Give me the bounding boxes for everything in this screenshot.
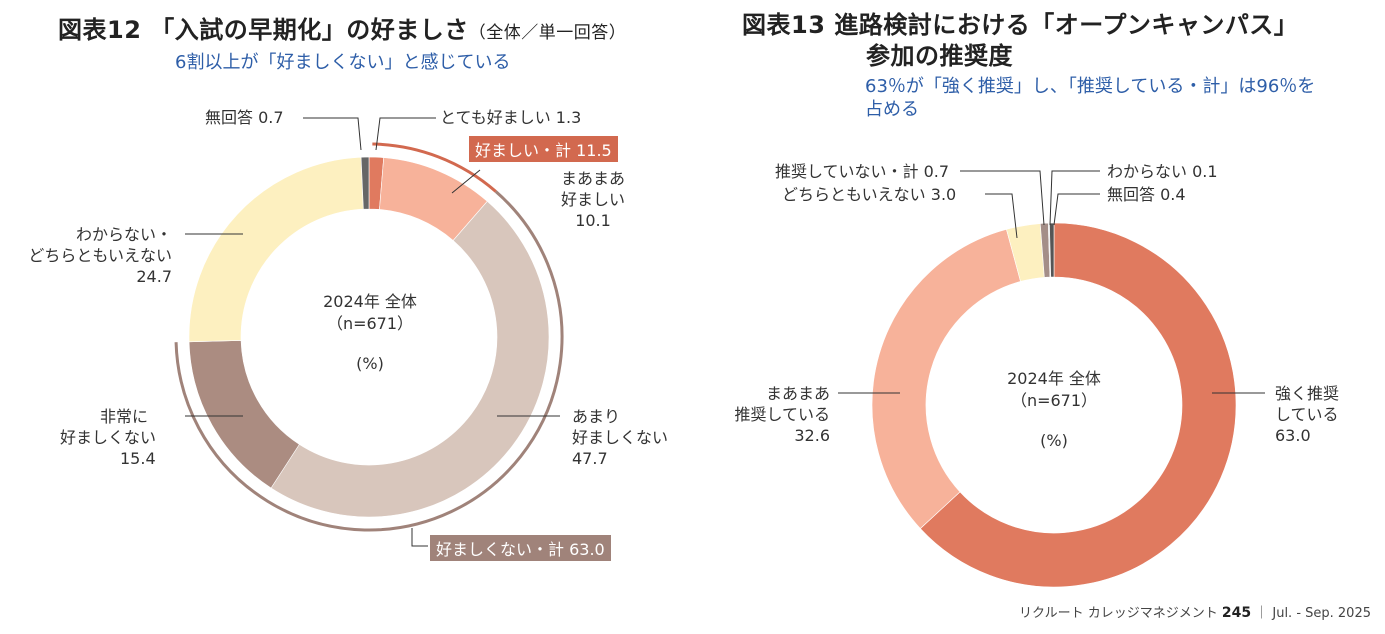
fig13-subtitle-line1: 63％が「強く推奨」し、「推奨している・計」は96％を [865, 76, 1316, 97]
fig13-center-line3: (%) [1040, 431, 1068, 450]
fig12-label-very-bad-l2: 好ましくない [60, 428, 157, 447]
fig12-center-line1: 2024年 全体 [323, 292, 417, 311]
fig12-leader-noans [303, 117, 362, 151]
fig12-group-arc-good [372, 142, 497, 193]
footer-page-number: 245 [1221, 605, 1252, 621]
fig12-tag-good-total: 好ましい・計 11.5 [469, 136, 618, 162]
fig12-label-somewhat-good-l2: 好ましい [560, 190, 625, 209]
fig12-label-unknown-l3: 24.7 [136, 267, 172, 286]
fig13-center-line2: （n=671） [1010, 391, 1098, 410]
fig13-title: 図表13 進路検討における「オープンキャンパス」 参加の推奨度 [742, 10, 1298, 72]
fig12-slice-3 [270, 200, 550, 518]
fig12-label-not-very-l2: 好ましくない [572, 428, 669, 447]
fig12-label-very-bad-l3: 15.4 [120, 449, 156, 468]
fig13-label-not-rec: 推奨していない・計 0.7 [775, 162, 950, 181]
fig13-leader-not-rec [960, 170, 1045, 226]
fig12-label-very-bad-l1: 非常に [100, 407, 149, 426]
fig13-label-somewhat-l1: まあまあ [765, 384, 830, 403]
fig13-label-somewhat-l3: 32.6 [794, 426, 830, 445]
fig13-label-strong-l1: 強く推奨 [1275, 384, 1340, 403]
fig12-leader-somewhat-good [451, 169, 481, 194]
fig13-title-line2: 参加の推奨度 [866, 42, 1013, 70]
fig12-leader-lines [185, 117, 560, 547]
fig13-subtitle-line2: 占める [865, 99, 919, 120]
fig13-subtitle: 63％が「強く推奨」し、「推奨している・計」は96％を 占める [865, 75, 1315, 121]
fig12-leader-bad-tag [411, 528, 428, 547]
fig13-title-line1: 図表13 進路検討における「オープンキャンパス」 [742, 11, 1299, 39]
fig12-subtitle: 6割以上が「好ましくない」と感じている [175, 52, 511, 73]
fig13-leader-noans [1053, 193, 1100, 226]
fig12-label-not-very-l1: あまり [572, 407, 621, 426]
fig13-label-noans: 無回答 0.4 [1107, 185, 1186, 204]
footer-issue: ｜ Jul. - Sep. 2025 [1255, 606, 1371, 621]
fig13-label-somewhat-l2: 推奨している [734, 405, 830, 424]
fig13-center-line1: 2024年 全体 [1007, 369, 1101, 388]
fig13-slice-1 [919, 222, 1237, 588]
fig13-leader-neutral [985, 193, 1018, 239]
fig12-label-unknown-l1: わからない・ [75, 225, 172, 244]
fig13-label-dontknow: わからない 0.1 [1107, 162, 1218, 181]
fig12-label-very-bad: 非常に 好ましくない 15.4 [60, 406, 180, 469]
fig12-label-unknown-l2: どちらともいえない [28, 246, 172, 265]
fig12-group-arc-bad [174, 190, 564, 532]
fig12-label-very-good: とても好ましい 1.3 [440, 108, 582, 127]
fig12-label-somewhat-good-l1: まあまあ [560, 169, 625, 188]
fig12-center-line2: （n=671） [326, 314, 414, 333]
fig12-center-line3: (%) [356, 354, 384, 373]
fig13-slice-2 [871, 228, 1021, 529]
fig12-title-main: 図表12 「入試の早期化」の好ましさ [58, 16, 469, 44]
fig12-title: 図表12 「入試の早期化」の好ましさ（全体／単一回答） [58, 10, 626, 45]
fig13-leader-lines [838, 170, 1265, 394]
fig13-leader-dontknow [1049, 170, 1100, 226]
footer-publication: リクルート カレッジマネジメント [1018, 606, 1218, 621]
fig13-label-strong-l2: している [1275, 405, 1339, 424]
fig12-label-not-very-l3: 47.7 [572, 449, 608, 468]
fig12-label-noans: 無回答 0.7 [205, 108, 284, 127]
fig12-label-unknown: わからない・ どちらともいえない 24.7 [0, 224, 172, 287]
fig12-center-label: 2024年 全体 （n=671） (%) [270, 291, 470, 375]
fig13-label-strong-l3: 63.0 [1275, 426, 1311, 445]
fig12-label-somewhat-good: まあまあ 好ましい 10.1 [560, 168, 626, 231]
fig13-center-label: 2024年 全体 （n=671） (%) [954, 368, 1154, 452]
fig12-tag-bad-total: 好ましくない・計 63.0 [430, 535, 611, 561]
fig13-slice-6 [1049, 222, 1055, 278]
fig13-label-neutral: どちらともいえない 3.0 [782, 185, 957, 204]
fig13-label-strong: 強く推奨 している 63.0 [1275, 383, 1365, 446]
fig12-title-note: （全体／単一回答） [468, 23, 627, 43]
fig12-slice-6 [360, 156, 370, 210]
fig12-label-somewhat-good-l3: 10.1 [575, 211, 611, 230]
page-footer: リクルート カレッジマネジメント 245 ｜ Jul. - Sep. 2025 [1019, 602, 1371, 621]
fig12-leader-very-good [375, 117, 436, 151]
fig13-label-somewhat: まあまあ 推奨している 32.6 [700, 383, 830, 446]
fig12-label-not-very: あまり 好ましくない 47.7 [572, 406, 692, 469]
